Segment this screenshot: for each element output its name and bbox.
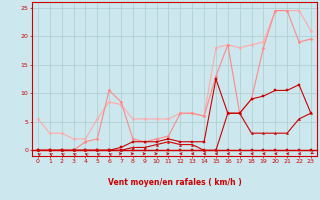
X-axis label: Vent moyen/en rafales ( km/h ): Vent moyen/en rafales ( km/h ) [108,178,241,187]
